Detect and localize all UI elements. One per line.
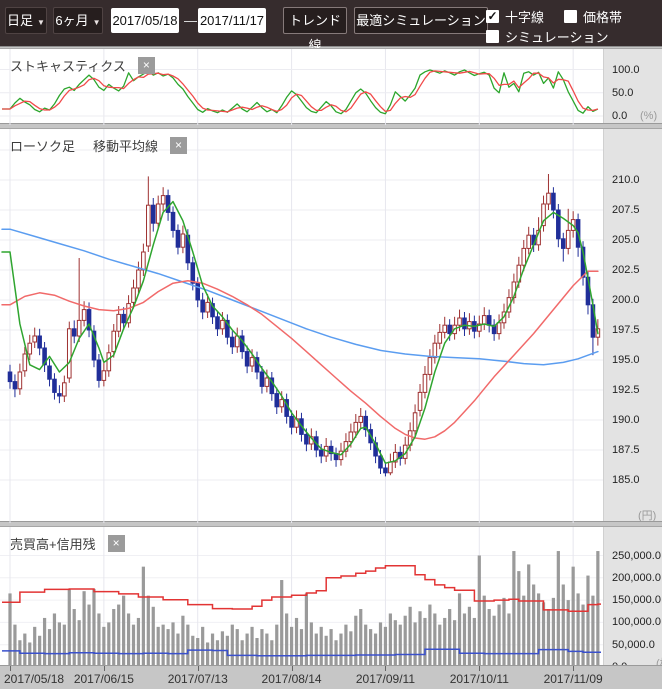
volume-plot[interactable] [0, 527, 603, 667]
y-axis-label: 187.5 [612, 444, 640, 456]
candlestick-close-icon[interactable]: × [170, 137, 188, 154]
x-axis-tick [103, 666, 105, 671]
x-axis-tick [10, 666, 11, 671]
moving-average-title: 移動平均線 [93, 139, 159, 154]
y-axis-label: 197.5 [612, 324, 640, 336]
toolbar: 日足 ▼ 6ヶ月 ▼ 2017/05/18 — 2017/11/17 トレンド線 最… [0, 0, 662, 53]
simulation-checkbox-label: シミュレーション [505, 30, 609, 45]
y-axis-label: 50.0 [612, 86, 634, 99]
range-dropdown-label: 6ヶ月 [55, 13, 89, 28]
x-axis-label: 2017/09/11 [355, 672, 416, 686]
chevron-down-icon: ▼ [92, 18, 101, 27]
y-axis-label: 100.0 [612, 63, 640, 76]
y-axis-label: 207.5 [612, 204, 640, 216]
price-band-checkbox-label: 価格帯 [583, 10, 623, 25]
x-axis-label: 2017/05/18 [4, 672, 65, 686]
date-to-input[interactable]: 2017/11/17 [198, 8, 266, 33]
crosshair-checkbox-label: 十字線 [505, 10, 545, 25]
trendline-button[interactable]: トレンド線 [283, 7, 347, 53]
candlestick-plot[interactable] [0, 129, 603, 523]
y-axis-label: 250,000.0 [612, 549, 661, 562]
volume-title: 売買高+信用残 [10, 537, 96, 552]
x-axis-tick [573, 666, 575, 671]
x-axis-label: 2017/11/09 [543, 672, 603, 686]
y-axis-label: 0.0 [612, 110, 628, 122]
date-from-input[interactable]: 2017/05/18 [111, 8, 179, 33]
y-axis-label: 200,000.0 [612, 571, 661, 584]
volume-panel: 売買高+信用残 × 250,000.0 200,000.0 150,000.0 100… [0, 526, 662, 667]
stochastics-plot[interactable] [0, 49, 603, 125]
y-axis-label: 210.0 [612, 174, 640, 186]
y-axis-label: 202.5 [612, 264, 640, 276]
chevron-down-icon: ▼ [37, 18, 45, 27]
share-unit-label: (株) [656, 658, 662, 665]
x-axis-label: 2017/10/11 [449, 672, 509, 686]
volume-y-axis: 250,000.0 200,000.0 150,000.0 100,000.0 50,0… [603, 527, 662, 665]
y-axis-label: 0.0 [612, 661, 627, 665]
y-axis-label: 100,000.0 [612, 616, 661, 629]
date-range-separator: — [184, 13, 197, 28]
volume-close-icon[interactable]: × [107, 535, 125, 552]
y-axis-label: 200.0 [612, 294, 640, 306]
simulation-checkbox[interactable] [486, 30, 499, 43]
y-axis-label: 195.0 [612, 354, 640, 366]
y-axis-label: 192.5 [612, 384, 640, 396]
stochastics-y-axis: 100.0 50.0 0.0 (%) [603, 49, 662, 123]
x-axis-tick [291, 666, 293, 671]
percent-unit-label: (%) [640, 110, 658, 122]
interval-dropdown[interactable]: 日足 ▼ [5, 7, 47, 34]
crosshair-checkbox-row: ✓ 十字線 [486, 7, 544, 26]
x-axis-label: 2017/06/15 [73, 672, 134, 686]
stochastics-close-icon[interactable]: × [137, 57, 155, 74]
optimal-simulation-button[interactable]: 最適シミュレーション [354, 7, 488, 34]
x-axis-label: 2017/08/14 [261, 672, 322, 686]
x-axis-tick [479, 666, 481, 671]
y-axis-label: 50,000.0 [612, 638, 655, 651]
y-axis-label: 185.0 [612, 474, 640, 486]
x-axis-label: 2017/07/13 [167, 672, 228, 686]
x-axis-tick [385, 666, 387, 671]
range-dropdown[interactable]: 6ヶ月 ▼ [53, 7, 103, 34]
candlestick-panel: ローソク足 移動平均線 × 210.0 207.5 205.0 202.5 200.0 1… [0, 128, 662, 523]
stochastics-title: ストキャスティクス [10, 59, 126, 74]
simulation-checkbox-row: シミュレーション [486, 27, 608, 46]
candlestick-title: ローソク足 [10, 139, 76, 154]
x-axis-tick [197, 666, 199, 671]
candlestick-y-axis: 210.0 207.5 205.0 202.5 200.0 197.5 195.0 192.5… [603, 129, 662, 521]
x-axis: 2017/05/18 2017/06/15 2017/07/13 2017/08/14… [0, 666, 662, 689]
stochastics-panel: ストキャスティクス × 100.0 50.0 0.0 (%) [0, 48, 662, 125]
yen-unit-label: (円) [638, 510, 657, 521]
y-axis-label: 205.0 [612, 234, 640, 246]
y-axis-label: 150,000.0 [612, 594, 661, 607]
crosshair-checkbox[interactable]: ✓ [486, 9, 499, 23]
price-band-checkbox[interactable] [564, 10, 577, 23]
y-axis-label: 190.0 [612, 414, 640, 426]
interval-dropdown-label: 日足 [7, 13, 34, 28]
price-band-checkbox-row: 価格帯 [564, 7, 622, 26]
